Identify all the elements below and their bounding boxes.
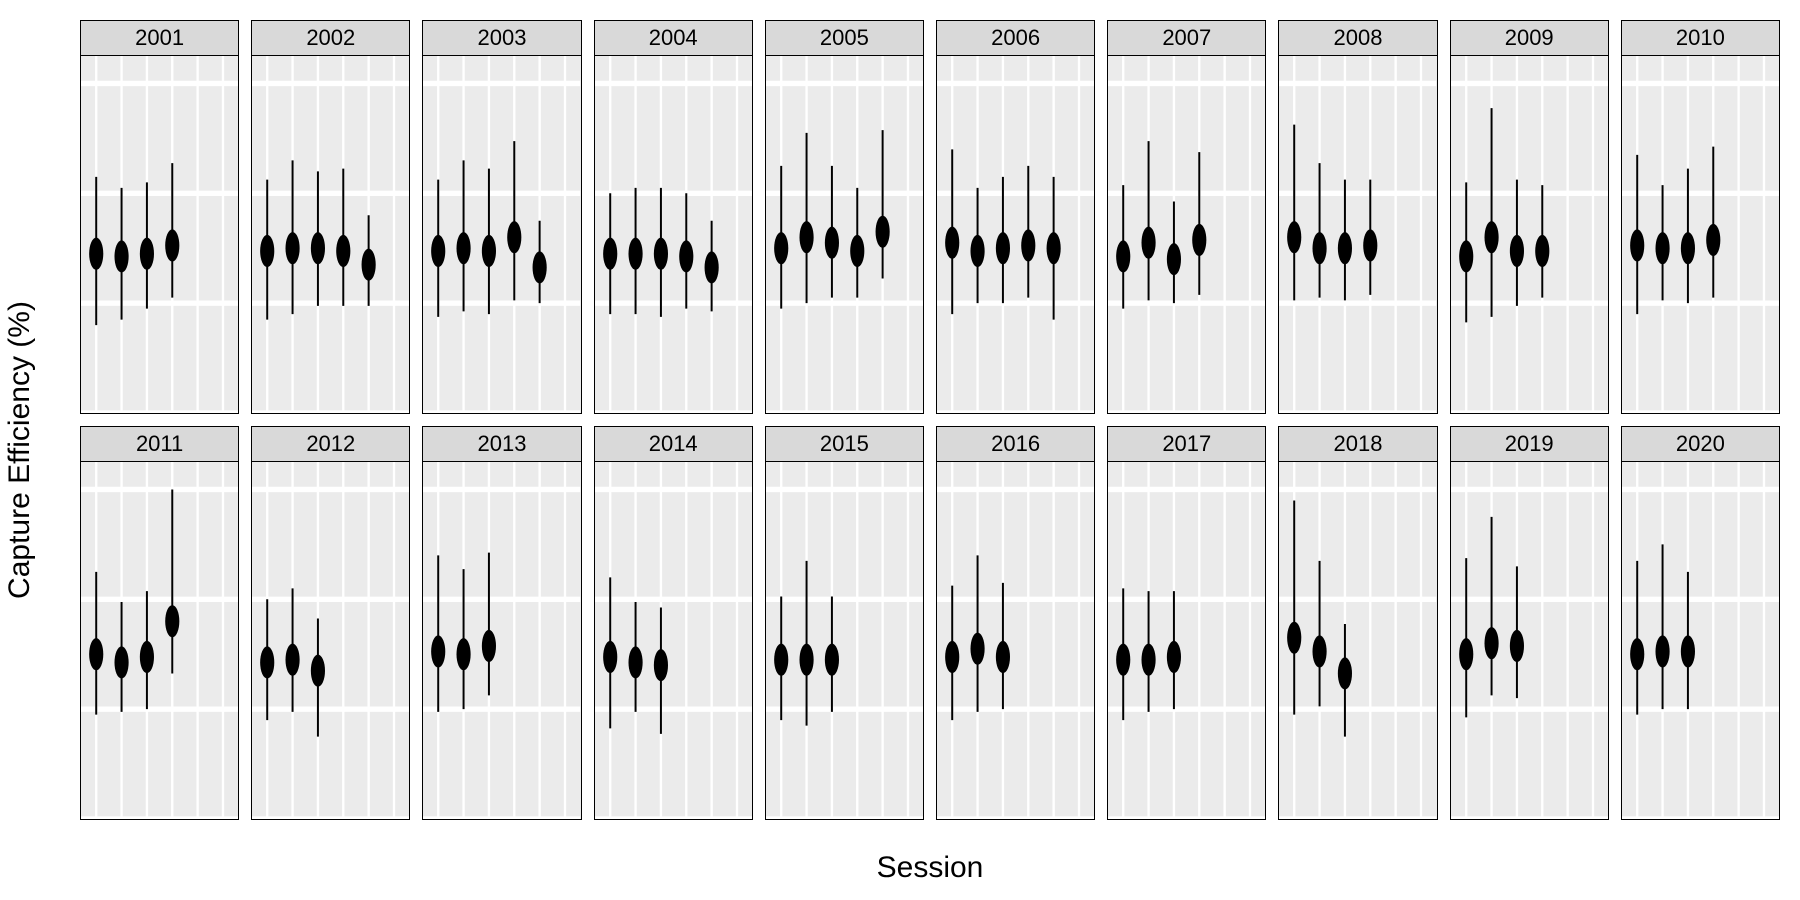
facet-panel: 2003: [422, 20, 581, 414]
facet-strip-label: 2013: [422, 426, 581, 462]
facet-panel: 2006: [936, 20, 1095, 414]
facet-panel: 2005: [765, 20, 924, 414]
facet-strip-label: 2006: [936, 20, 1095, 56]
facet-strip-label: 2005: [765, 20, 924, 56]
facet-strip-label: 2004: [594, 20, 753, 56]
plot-area: [422, 56, 581, 414]
plot-area: 0.0%2.0%4.0%6.0%234567: [80, 462, 239, 820]
facet-strip-label: 2016: [936, 426, 1095, 462]
plot-area: 234567: [765, 462, 924, 820]
facet-panel: 2009: [1450, 20, 1609, 414]
chart-wrapper: Capture Efficiency (%) Session 20010.0%2…: [80, 20, 1780, 880]
plot-area: 234567: [936, 462, 1095, 820]
plot-area: 234567: [251, 462, 410, 820]
plot-area: [1107, 56, 1266, 414]
facet-grid: 20010.0%2.0%4.0%6.0% 2002 2003 2004 2005 2006…: [80, 20, 1780, 820]
facet-panel: 2012234567: [251, 426, 410, 820]
plot-area: [1278, 56, 1437, 414]
plot-area: [1450, 56, 1609, 414]
facet-panel: 2019234567: [1450, 426, 1609, 820]
plot-area: [936, 56, 1095, 414]
plot-area: [765, 56, 924, 414]
plot-area: 0.0%2.0%4.0%6.0%: [80, 56, 239, 414]
facet-panel: 2017234567: [1107, 426, 1266, 820]
facet-panel: 2008: [1278, 20, 1437, 414]
facet-strip-label: 2007: [1107, 20, 1266, 56]
plot-area: 234567: [1278, 462, 1437, 820]
facet-panel: 2018234567: [1278, 426, 1437, 820]
plot-area: [251, 56, 410, 414]
facet-strip-label: 2008: [1278, 20, 1437, 56]
facet-panel: 2007: [1107, 20, 1266, 414]
facet-panel: 2002: [251, 20, 410, 414]
plot-area: [1621, 56, 1780, 414]
facet-strip-label: 2001: [80, 20, 239, 56]
facet-strip-label: 2012: [251, 426, 410, 462]
plot-area: 234567: [1107, 462, 1266, 820]
facet-strip-label: 2018: [1278, 426, 1437, 462]
facet-strip-label: 2014: [594, 426, 753, 462]
facet-panel: 2004: [594, 20, 753, 414]
facet-panel: 2010: [1621, 20, 1780, 414]
facet-panel: 2016234567: [936, 426, 1095, 820]
facet-strip-label: 2003: [422, 20, 581, 56]
facet-strip-label: 2010: [1621, 20, 1780, 56]
facet-panel: 2020234567: [1621, 426, 1780, 820]
facet-panel: 2013234567: [422, 426, 581, 820]
facet-strip-label: 2017: [1107, 426, 1266, 462]
plot-area: 234567: [422, 462, 581, 820]
y-axis-label: Capture Efficiency (%): [3, 301, 37, 599]
facet-panel: 20110.0%2.0%4.0%6.0%234567: [80, 426, 239, 820]
facet-panel: 2014234567: [594, 426, 753, 820]
facet-panel: 20010.0%2.0%4.0%6.0%: [80, 20, 239, 414]
facet-strip-label: 2019: [1450, 426, 1609, 462]
facet-panel: 2015234567: [765, 426, 924, 820]
plot-area: 234567: [594, 462, 753, 820]
facet-strip-label: 2020: [1621, 426, 1780, 462]
facet-strip-label: 2009: [1450, 20, 1609, 56]
facet-strip-label: 2011: [80, 426, 239, 462]
plot-area: 234567: [1450, 462, 1609, 820]
plot-area: 234567: [1621, 462, 1780, 820]
plot-area: [594, 56, 753, 414]
facet-strip-label: 2015: [765, 426, 924, 462]
facet-strip-label: 2002: [251, 20, 410, 56]
x-axis-label: Session: [877, 851, 984, 885]
